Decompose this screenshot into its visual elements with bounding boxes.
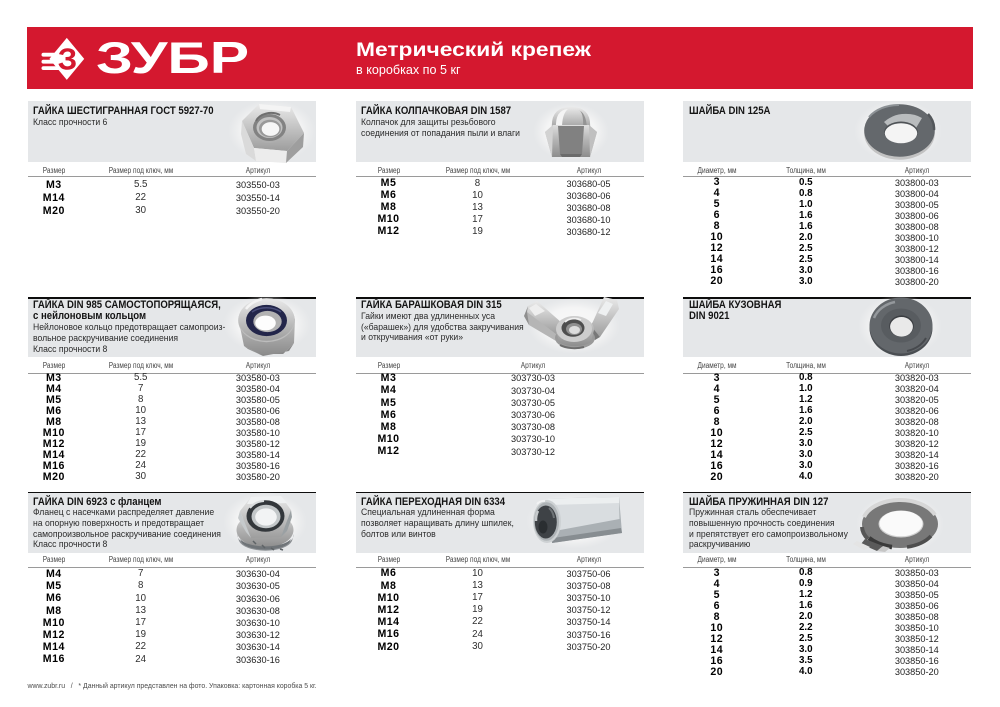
svg-text:З: З bbox=[58, 41, 77, 76]
